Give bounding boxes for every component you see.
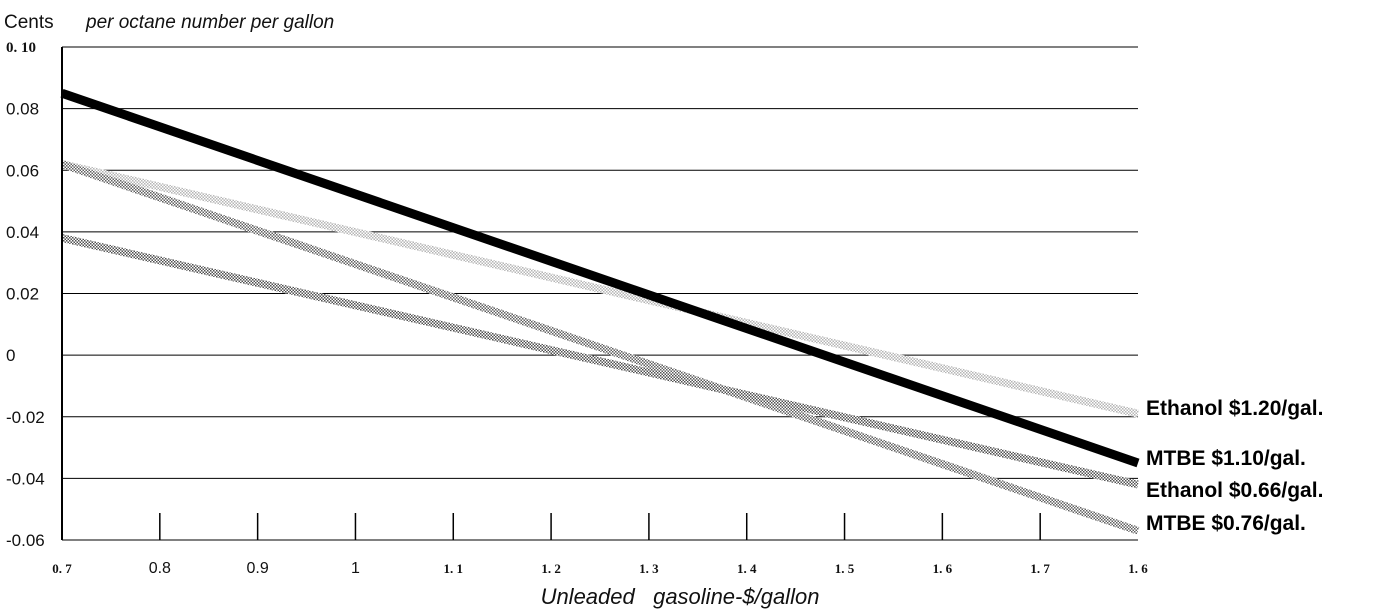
y-tick-label: 0.06 <box>6 161 39 180</box>
legend-entry: MTBE $0.76/gal. <box>1146 512 1306 535</box>
series-line <box>61 160 1139 418</box>
y-tick-label: 0. 10 <box>6 40 36 56</box>
x-tick-label: 1. 7 <box>1030 561 1050 576</box>
series-line <box>60 160 1140 535</box>
legend-series-name: MTBE <box>1146 447 1211 470</box>
y-tick-label: -0.04 <box>6 469 45 488</box>
x-tick-label: 1. 6 <box>1128 561 1148 576</box>
x-tick-label: 1. 6 <box>933 561 953 576</box>
y-tick-label: 0 <box>6 346 15 365</box>
y-tick-label: 0.04 <box>6 223 39 242</box>
x-tick-label: 1. 3 <box>639 561 659 576</box>
legend-entry: MTBE $1.10/gal. <box>1146 447 1306 470</box>
legend-entry: Ethanol $1.20/gal. <box>1146 397 1323 420</box>
x-tick-label: 1. 4 <box>737 561 757 576</box>
series-line <box>60 88 1140 468</box>
x-axis-ticks <box>159 513 1041 540</box>
x-tick-label: 0.9 <box>247 560 269 577</box>
x-tick-label: 1 <box>351 560 360 577</box>
legend-series-price: $0.66/gal. <box>1229 479 1324 502</box>
chart-title-prefix: Cents <box>4 12 54 33</box>
legend-series-price: $1.20/gal. <box>1229 397 1324 420</box>
legend-series-name: Ethanol <box>1146 479 1229 502</box>
x-tick-label: 1. 1 <box>444 561 464 576</box>
x-tick-label: 1. 5 <box>835 561 855 576</box>
legend-series-name: MTBE <box>1146 512 1211 535</box>
x-tick-label: 0. 7 <box>52 561 72 576</box>
series-line <box>61 234 1139 489</box>
legend-series-price: $1.10/gal. <box>1211 447 1306 470</box>
y-tick-label: 0.08 <box>6 100 39 119</box>
y-tick-label: -0.02 <box>6 408 45 427</box>
x-tick-label: 0.8 <box>149 560 171 577</box>
y-tick-label: 0.02 <box>6 285 39 304</box>
legend-series-price: $0.76/gal. <box>1211 512 1306 535</box>
x-tick-label: 1. 2 <box>541 561 561 576</box>
y-tick-label: -0.06 <box>6 531 45 550</box>
legend: Ethanol $1.20/gal. MTBE $1.10/gal. Ethanol… <box>1146 397 1323 535</box>
y-axis-labels: 0. 10 0.08 0.06 0.04 0.02 0 -0.02 -0.04 -0.06 <box>6 40 45 550</box>
legend-entry: Ethanol $0.66/gal. <box>1146 479 1323 502</box>
series-lines <box>60 88 1140 535</box>
x-axis-labels: 0. 7 0.8 0.9 1 1. 1 1. 2 1. 3 1. 4 1. 5 1. 6 1. 7 1… <box>52 560 1148 577</box>
legend-series-name: Ethanol <box>1146 397 1229 420</box>
grid-lines <box>62 46 1138 541</box>
x-axis-label: Unleaded gasoline-$/gallon <box>541 584 820 609</box>
chart-title-suffix: per octane number per gallon <box>85 12 334 33</box>
